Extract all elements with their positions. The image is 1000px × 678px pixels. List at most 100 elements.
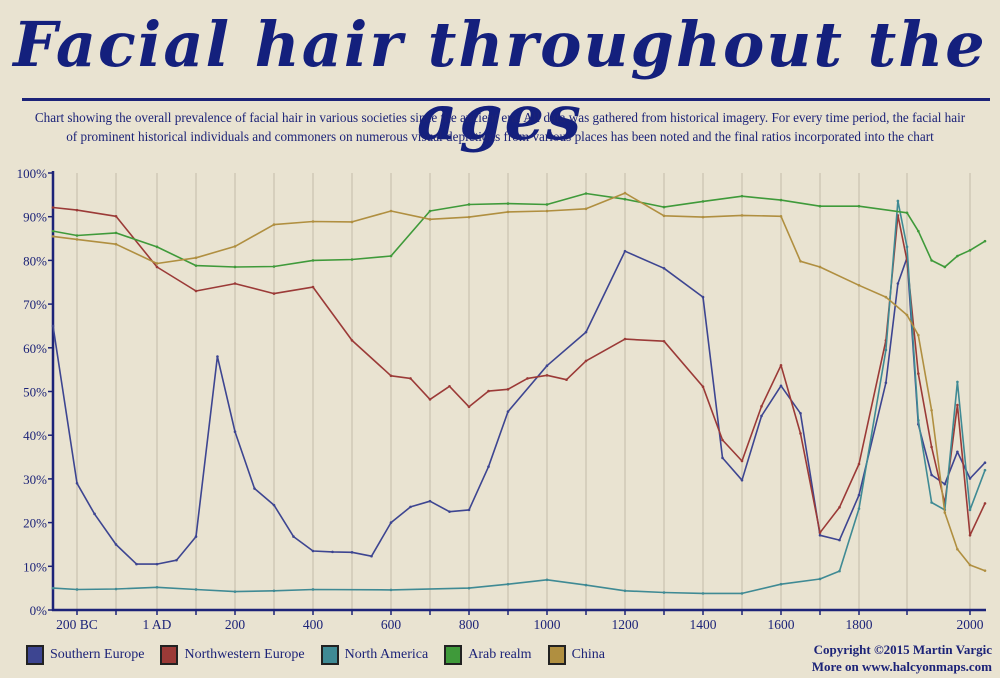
data-point	[623, 197, 627, 201]
data-point	[956, 254, 959, 258]
data-point	[409, 377, 412, 380]
data-point	[311, 259, 315, 262]
data-point	[956, 547, 959, 551]
data-point	[623, 589, 627, 593]
data-point	[75, 481, 79, 485]
data-point	[917, 229, 920, 233]
data-point	[818, 533, 822, 537]
y-tick-label: 20%	[23, 516, 47, 531]
legend-label: Southern Europe	[50, 647, 145, 662]
data-point	[311, 220, 315, 223]
data-point	[930, 473, 933, 477]
website-link[interactable]: More on www.halcyonmaps.com	[811, 659, 992, 674]
data-point	[838, 569, 841, 573]
x-tick-label: 800	[459, 617, 480, 630]
data-point	[194, 264, 198, 267]
data-point	[467, 215, 471, 219]
data-point	[487, 389, 490, 393]
legend-item-arab-realm: Arab realm	[444, 645, 532, 665]
data-point	[467, 405, 471, 409]
y-tick-label: 50%	[23, 385, 47, 400]
data-point	[272, 292, 276, 295]
data-point	[818, 204, 822, 208]
y-tick-label: 30%	[23, 472, 47, 487]
data-point	[545, 374, 549, 377]
data-point	[943, 482, 947, 486]
data-point	[428, 218, 432, 221]
data-point	[943, 511, 947, 514]
title-divider	[22, 98, 990, 101]
data-point	[584, 330, 588, 334]
data-point	[311, 285, 315, 289]
data-point	[968, 249, 972, 252]
data-point	[740, 194, 744, 198]
legend-item-north-america: North America	[320, 645, 428, 665]
data-point	[983, 468, 987, 472]
x-tick-label: 600	[381, 617, 402, 630]
data-point	[545, 203, 549, 206]
data-point	[389, 588, 393, 592]
x-tick-label: 1400	[690, 617, 717, 630]
data-point	[968, 477, 972, 480]
series-line-northwestern-europe	[52, 206, 986, 537]
x-tick-label: 1 AD	[143, 617, 172, 630]
legend-swatch	[444, 645, 463, 665]
data-point	[155, 245, 159, 249]
data-point	[75, 234, 79, 237]
data-point	[467, 586, 471, 590]
chart-subtitle: Chart showing the overall prevalence of …	[34, 110, 966, 144]
data-point	[968, 563, 972, 567]
data-point	[233, 282, 237, 285]
data-point	[51, 229, 55, 233]
data-point	[233, 430, 237, 434]
data-point	[857, 493, 861, 497]
data-point	[545, 209, 549, 213]
data-point	[428, 499, 432, 503]
data-point	[194, 289, 198, 293]
data-point	[740, 592, 744, 595]
data-point	[311, 588, 315, 591]
y-tick-label: 40%	[23, 428, 47, 443]
data-point	[272, 223, 276, 226]
data-point	[75, 208, 79, 212]
data-point	[194, 588, 198, 591]
data-point	[311, 549, 315, 553]
data-point	[983, 461, 987, 465]
data-point	[389, 254, 393, 258]
data-point	[721, 456, 724, 460]
data-point	[350, 339, 354, 342]
data-point	[292, 535, 295, 538]
y-tick-label: 0%	[30, 603, 48, 618]
data-point	[760, 405, 763, 408]
data-point	[155, 585, 159, 589]
copyright-text: Copyright ©2015 Martin Vargic	[813, 642, 992, 657]
data-point	[701, 385, 705, 388]
x-tick-label: 1800	[846, 617, 873, 630]
data-point	[216, 355, 219, 358]
x-tick-label: 200 BC	[56, 617, 98, 630]
legend-label: Arab realm	[468, 647, 532, 662]
data-point	[155, 262, 159, 265]
y-tick-label: 70%	[23, 297, 47, 312]
data-point	[896, 282, 900, 285]
data-point	[983, 569, 987, 572]
data-point	[506, 388, 510, 391]
data-point	[51, 206, 55, 209]
data-point	[818, 531, 822, 534]
data-point	[233, 245, 237, 248]
legend-swatch	[320, 645, 339, 665]
data-point	[779, 384, 783, 388]
data-point	[389, 374, 393, 378]
data-point	[623, 337, 627, 341]
data-point	[983, 239, 987, 243]
data-point	[272, 589, 276, 593]
data-point	[943, 265, 947, 269]
data-point	[155, 265, 159, 269]
data-point	[930, 501, 933, 504]
data-point	[968, 533, 972, 537]
data-point	[623, 249, 627, 253]
data-point	[253, 487, 256, 490]
data-point	[175, 558, 178, 562]
data-point	[884, 381, 888, 385]
data-point	[701, 295, 705, 299]
